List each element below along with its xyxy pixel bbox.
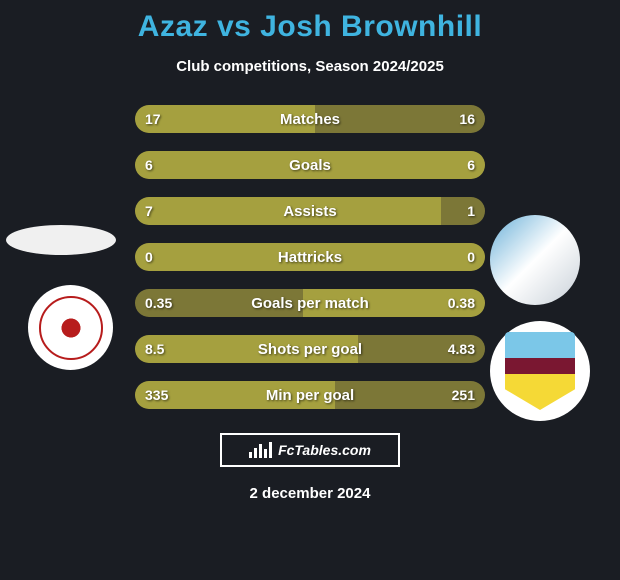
subtitle: Club competitions, Season 2024/2025 <box>0 58 620 75</box>
branding-badge: FcTables.com <box>220 433 400 467</box>
stat-row: 8.54.83Shots per goal <box>135 335 485 363</box>
stat-row: 71Assists <box>135 197 485 225</box>
comparison-content: 1716Matches 66Goals 71Assists 00Hattricks 0.… <box>0 105 620 502</box>
bar-chart-icon <box>249 442 272 458</box>
stat-label: Goals <box>135 151 485 179</box>
middlesbrough-crest-icon <box>39 296 103 360</box>
player2-avatar <box>490 215 580 305</box>
player1-avatar <box>6 225 116 255</box>
stat-label: Min per goal <box>135 381 485 409</box>
stat-bars: 1716Matches 66Goals 71Assists 00Hattricks 0.… <box>135 105 485 409</box>
stat-label: Goals per match <box>135 289 485 317</box>
stat-row: 0.350.38Goals per match <box>135 289 485 317</box>
stat-label: Assists <box>135 197 485 225</box>
stat-label: Shots per goal <box>135 335 485 363</box>
branding-text: FcTables.com <box>278 442 371 458</box>
page-title: Azaz vs Josh Brownhill <box>0 0 620 44</box>
burnley-crest-icon <box>505 332 575 410</box>
player1-club-badge <box>28 285 113 370</box>
stat-label: Matches <box>135 105 485 133</box>
date-text: 2 december 2024 <box>0 485 620 502</box>
stat-row: 335251Min per goal <box>135 381 485 409</box>
player2-club-badge <box>490 321 590 421</box>
stat-row: 1716Matches <box>135 105 485 133</box>
stat-label: Hattricks <box>135 243 485 271</box>
stat-row: 66Goals <box>135 151 485 179</box>
stat-row: 00Hattricks <box>135 243 485 271</box>
